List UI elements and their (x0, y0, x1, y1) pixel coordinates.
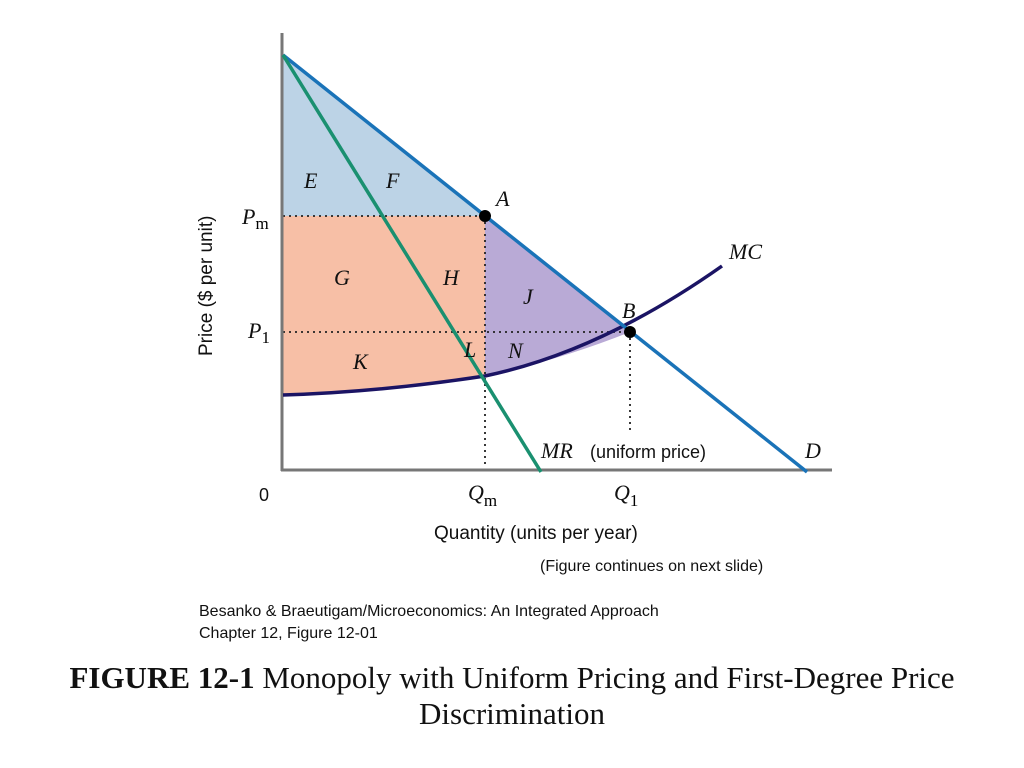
origin-label: 0 (259, 485, 269, 505)
area-label-g: G (334, 265, 350, 290)
source-line-2: Chapter 12, Figure 12-01 (199, 625, 378, 642)
figure-caption: FIGURE 12-1 Monopoly with Uniform Pricin… (0, 660, 1024, 732)
q1-label: Q1 (614, 480, 638, 510)
point-a-marker (479, 210, 491, 222)
mc-label: MC (728, 239, 762, 264)
point-b-label: B (622, 298, 635, 323)
area-label-n: N (507, 338, 524, 363)
area-label-k: K (352, 349, 369, 374)
area-label-j: J (523, 284, 534, 309)
y-axis-title: Price ($ per unit) (196, 216, 217, 356)
x-axis-title: Quantity (units per year) (434, 523, 638, 544)
area-label-f: F (385, 168, 400, 193)
source-citation: Besanko & Braeutigam/Microeconomics: An … (199, 601, 659, 645)
area-label-h: H (442, 265, 460, 290)
source-line-1: Besanko & Braeutigam/Microeconomics: An … (199, 603, 659, 620)
demand-curve (281, 53, 809, 474)
area-label-l: L (463, 337, 476, 362)
caption-figure-number: FIGURE 12-1 (69, 660, 255, 695)
producer-surplus-area (283, 216, 485, 395)
guide-lines (283, 215, 631, 468)
p1-label: P1 (247, 318, 270, 347)
point-a-label: A (494, 186, 510, 211)
mr-note: (uniform price) (590, 442, 706, 462)
area-label-e: E (303, 168, 318, 193)
mr-curve (281, 54, 543, 473)
point-b-marker (624, 326, 636, 338)
continue-note: (Figure continues on next slide) (540, 558, 764, 575)
qm-label: Qm (468, 480, 497, 510)
monopoly-diagram: E F G H J K L N A B MC D MR (uniform pri… (196, 33, 832, 544)
pm-label: Pm (241, 204, 269, 233)
deadweight-loss-area (485, 216, 630, 376)
mc-curve (282, 264, 724, 397)
mr-label: MR (540, 438, 573, 463)
demand-label: D (804, 438, 821, 463)
caption-title: Monopoly with Uniform Pricing and First-… (254, 660, 955, 731)
